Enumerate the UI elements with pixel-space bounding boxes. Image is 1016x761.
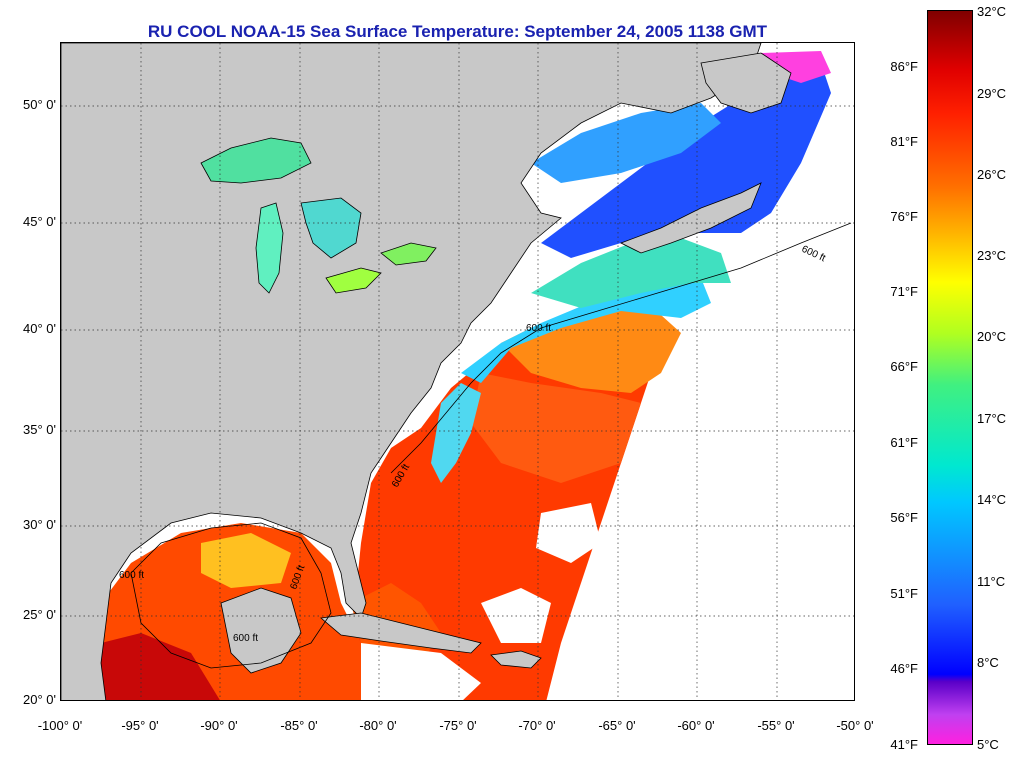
cloud-gaps xyxy=(361,503,601,700)
lake-huron xyxy=(300,197,362,259)
colorbar-celsius-label: 29°C xyxy=(977,86,1007,101)
colorbar-celsius-label: 17°C xyxy=(977,411,1007,426)
contour-label: 600 ft xyxy=(233,633,258,644)
colorbar-fahrenheit-label: 41°F xyxy=(890,737,918,752)
colorbar-celsius-label: 20°C xyxy=(977,329,1007,344)
colorbar-celsius-label: 26°C xyxy=(977,167,1007,182)
sst-gulf-st-lawrence xyxy=(531,103,721,183)
colorbar-fahrenheit-label: 81°F xyxy=(890,134,918,149)
sst-gulf-yellow xyxy=(201,533,291,588)
map-title: RU COOL NOAA-15 Sea Surface Temperature:… xyxy=(147,22,768,41)
hispaniola-land xyxy=(490,650,542,669)
latitude-label: 25° 0' xyxy=(23,607,56,622)
cuba-land xyxy=(320,612,482,654)
lake-michigan xyxy=(255,202,284,294)
lake-superior xyxy=(200,137,312,184)
yucatan-land xyxy=(220,587,302,674)
longitude-label: -100° 0' xyxy=(37,718,83,733)
longitude-label: -70° 0' xyxy=(518,718,556,733)
latitude-label: 20° 0' xyxy=(23,692,56,707)
newfoundland-land xyxy=(700,52,792,114)
colorbar-fahrenheit-label: 86°F xyxy=(890,59,918,74)
contour-gulf xyxy=(130,522,332,669)
land-masses xyxy=(61,43,792,700)
colorbar-fahrenheit-label: 61°F xyxy=(890,435,918,450)
cloud-gap-bahamas xyxy=(481,588,551,643)
colorbar-celsius-label: 32°C xyxy=(977,4,1007,19)
map-canvas: 600 ft 600 ft 600 ft 600 ft 600 ft 600 f… xyxy=(61,43,854,700)
contour-atlantic xyxy=(390,222,852,474)
sst-labrador-cold xyxy=(541,63,831,258)
colorbar-fahrenheit-label: 71°F xyxy=(890,284,918,299)
latitude-label: 40° 0' xyxy=(23,321,56,336)
longitude-label: -60° 0' xyxy=(677,718,715,733)
lake-ontario xyxy=(380,242,437,266)
colorbar-fahrenheit-label: 51°F xyxy=(890,586,918,601)
sst-carolina-shelf-cool xyxy=(431,383,481,483)
longitude-label: -85° 0' xyxy=(280,718,318,733)
latitude-label: 45° 0' xyxy=(23,214,56,229)
sst-gulf-stream-warm xyxy=(471,373,641,483)
longitude-label: -50° 0' xyxy=(836,718,874,733)
longitude-label: -80° 0' xyxy=(359,718,397,733)
latitude-label: 35° 0' xyxy=(23,422,56,437)
longitude-label: -95° 0' xyxy=(121,718,159,733)
colorbar-celsius-label: 11°C xyxy=(977,574,1006,589)
colorbar-fahrenheit-label: 66°F xyxy=(890,359,918,374)
latitude-label: 50° 0' xyxy=(23,97,56,112)
latitude-label: 30° 0' xyxy=(23,517,56,532)
great-lakes xyxy=(200,137,437,294)
contour-label: 600 ft xyxy=(526,323,551,334)
colorbar-celsius-label: 8°C xyxy=(977,655,999,670)
colorbar-fahrenheit-label: 46°F xyxy=(890,661,918,676)
longitude-label: -65° 0' xyxy=(598,718,636,733)
north-america-land xyxy=(61,43,762,700)
temperature-colorbar xyxy=(927,10,973,745)
sst-gulf-hot xyxy=(101,633,220,700)
sst-gulf-of-maine xyxy=(531,238,731,308)
contour-label: 600 ft xyxy=(119,570,144,581)
sst-field xyxy=(101,51,831,700)
colorbar-celsius-label: 23°C xyxy=(977,248,1007,263)
sea-surface-temperature-map: 600 ft 600 ft 600 ft 600 ft 600 ft 600 f… xyxy=(60,42,855,701)
longitude-label: -75° 0' xyxy=(439,718,477,733)
cloud-gap-caribbean xyxy=(361,643,481,700)
lake-erie xyxy=(325,267,382,294)
depth-contours xyxy=(130,222,852,669)
colorbar-fahrenheit-label: 76°F xyxy=(890,209,918,224)
sst-shelf-cool xyxy=(461,278,711,383)
cloud-gap-east xyxy=(536,503,601,563)
colorbar-fahrenheit-label: 56°F xyxy=(890,510,918,525)
graticule xyxy=(61,43,854,700)
nova-scotia-land xyxy=(620,182,762,254)
longitude-label: -55° 0' xyxy=(757,718,795,733)
longitude-label: -90° 0' xyxy=(200,718,238,733)
colorbar-celsius-label: 14°C xyxy=(977,492,1007,507)
colorbar-celsius-label: 5°C xyxy=(977,737,999,752)
